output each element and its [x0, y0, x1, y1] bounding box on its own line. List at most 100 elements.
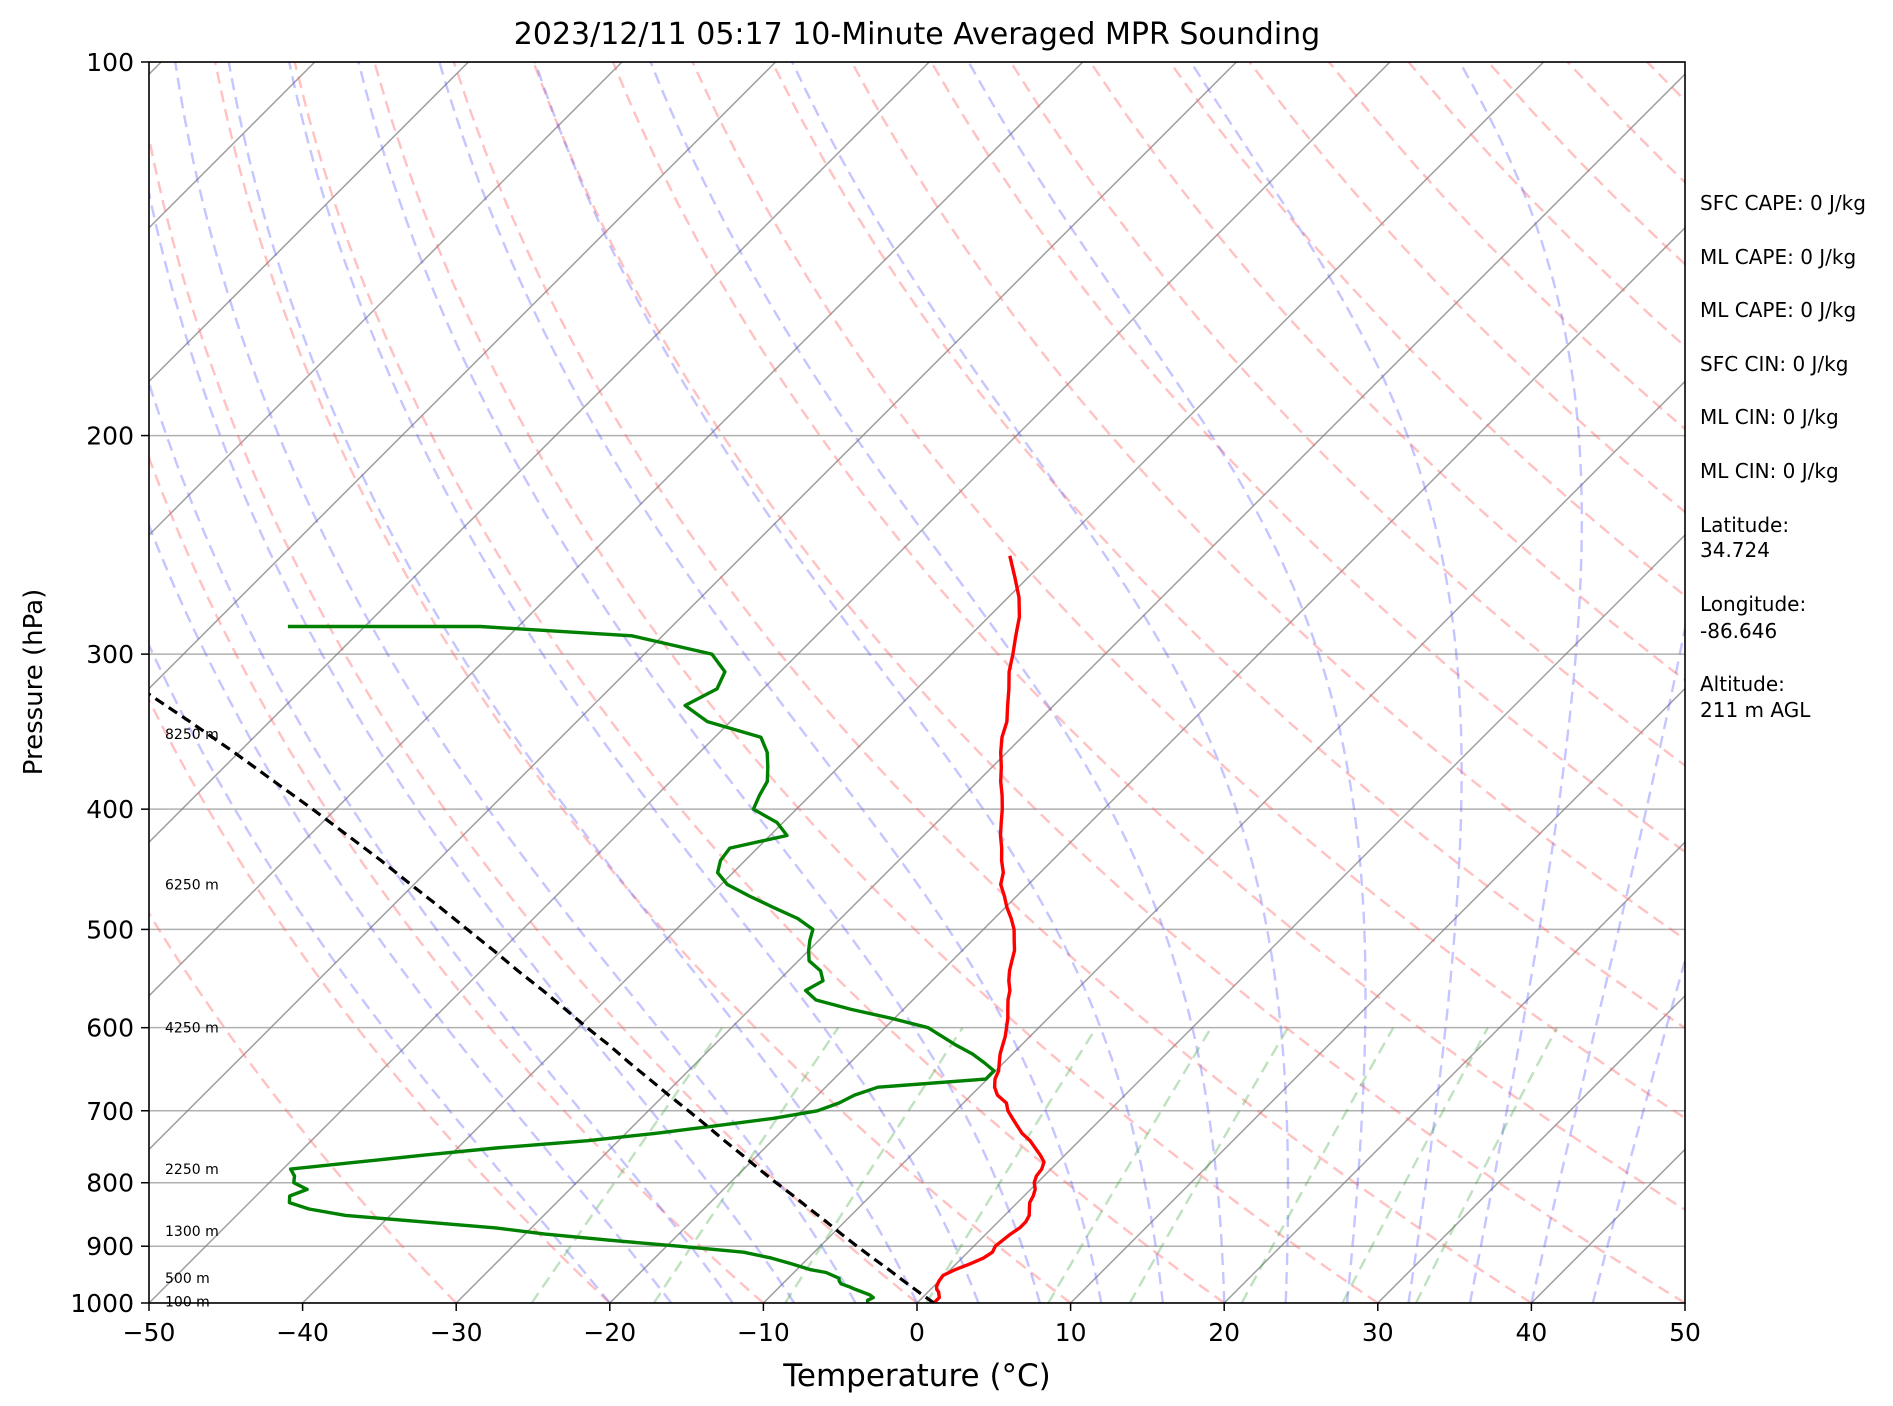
dry-adiabat-line [149, 454, 765, 1303]
info-sfc-cape: SFC CAPE: 0 J/kg [1700, 191, 1866, 215]
height-label: 100 m [165, 1294, 210, 1310]
moist-adiabat-line [149, 522, 673, 1303]
info-ml-cin: ML CIN: 0 J/kg [1700, 405, 1839, 429]
temperature-profile-line [932, 555, 1046, 1303]
isotherm-line [149, 62, 930, 844]
isotherm-line [455, 73, 1685, 1303]
moist-adiabat-line [649, 62, 1226, 1303]
mixing-ratio-line [530, 1027, 724, 1303]
dry-adiabat-line [771, 62, 1685, 1030]
moist-adiabat-line [1189, 62, 1463, 1303]
mixing-ratio-line [925, 1027, 1098, 1303]
info-altitude-label: Altitude: [1700, 672, 1785, 696]
mixing-ratio-lines [530, 1027, 1558, 1303]
isotherm-line [149, 62, 1084, 997]
x-tick-label: 30 [1362, 1318, 1394, 1347]
isotherm-gridlines [0, 62, 1685, 1303]
x-tick-label: 20 [1208, 1318, 1240, 1347]
isotherm-line [149, 62, 623, 537]
dry-adiabat-line [691, 62, 1685, 1120]
chart-title: 2023/12/11 05:17 10-Minute Averaged MPR … [514, 17, 1320, 52]
x-tick-label: 50 [1669, 1318, 1701, 1347]
info-altitude-value: 211 m AGL [1700, 698, 1811, 722]
x-tick-label: 0 [909, 1318, 925, 1347]
isotherm-line [1223, 841, 1685, 1303]
moist-adiabat-line [533, 62, 1164, 1303]
moist-adiabats [149, 62, 1685, 1303]
height-labels: 8250 m 6250 m 4250 m 2250 m 1300 m 500 m 100 m [165, 727, 219, 1310]
y-tick-label: 900 [86, 1232, 134, 1261]
y-tick-label: 200 [86, 422, 134, 451]
x-tick-label: 10 [1055, 1318, 1087, 1347]
height-label: 4250 m [165, 1021, 219, 1037]
mixing-ratio-line [1414, 1027, 1558, 1303]
dry-adiabat-line [213, 62, 1072, 1303]
x-tick-label: −20 [583, 1318, 636, 1347]
isotherm-line [1070, 687, 1685, 1303]
y-tick-label: 800 [86, 1169, 134, 1198]
moist-adiabat-line [149, 187, 796, 1303]
x-tick-label: −40 [276, 1318, 329, 1347]
moist-adiabat-line [1458, 62, 1583, 1303]
isotherm-line [0, 62, 8, 1303]
info-latitude-label: Latitude: [1700, 513, 1789, 537]
plot-area [0, 62, 1685, 1303]
isotherm-line [149, 62, 1237, 1151]
moist-adiabat-line [227, 62, 919, 1303]
info-latitude-value: 34.724 [1700, 538, 1770, 562]
info-longitude-value: -86.646 [1700, 619, 1777, 643]
x-tick-label: −10 [737, 1318, 790, 1347]
x-tick-label: 40 [1515, 1318, 1547, 1347]
sounding-profiles [149, 555, 1046, 1303]
isotherm-line [609, 226, 1685, 1303]
isotherm-line [149, 62, 777, 690]
info-ml-cape: ML CAPE: 0 J/kg [1700, 245, 1856, 269]
mixing-ratio-line [1240, 1027, 1395, 1303]
isotherm-line [149, 62, 469, 383]
moist-adiabat-line [438, 62, 1103, 1303]
y-axis-label: Pressure (hPa) [19, 589, 49, 776]
y-tick-label: 100 [86, 48, 134, 77]
height-label: 1300 m [165, 1224, 219, 1240]
info-longitude-label: Longitude: [1700, 592, 1806, 616]
dry-adiabat-line [611, 62, 1685, 1212]
height-label: 8250 m [165, 727, 219, 743]
dry-adiabat-line [149, 911, 458, 1303]
dry-adiabat-line [149, 131, 918, 1303]
mixing-ratio-line [652, 1027, 840, 1303]
dewpoint-profile-line [287, 624, 996, 1303]
moist-adiabat-line [1530, 622, 1685, 1303]
moist-adiabat-line [357, 62, 1042, 1303]
parcel-profile-line [149, 692, 935, 1303]
isotherm-line [916, 533, 1685, 1303]
dry-adiabat-line [850, 62, 1685, 941]
isotherm-line [302, 62, 1545, 1303]
moist-adiabat-line [967, 62, 1367, 1303]
dry-adiabat-line [373, 62, 1379, 1303]
dry-adiabat-line [452, 62, 1533, 1303]
moist-adiabat-line [791, 62, 1290, 1303]
dry-adiabat-line [149, 697, 611, 1303]
y-tick-label: 600 [86, 1014, 134, 1043]
height-label: 6250 m [165, 877, 219, 893]
x-axis-ticks: −50 −40 −30 −20 −10 0 10 20 30 40 50 [123, 1303, 1701, 1347]
info-ml-cape-2: ML CAPE: 0 J/kg [1700, 298, 1856, 322]
y-tick-label: 1000 [70, 1289, 134, 1318]
info-sfc-cin: SFC CIN: 0 J/kg [1700, 352, 1848, 376]
moist-adiabat-line [149, 379, 734, 1303]
moist-adiabat-line [174, 62, 857, 1303]
x-tick-label: −30 [430, 1318, 483, 1347]
dry-adiabat-line [532, 62, 1685, 1303]
isotherm-line [149, 62, 1391, 1303]
y-tick-label: 500 [86, 915, 134, 944]
moist-adiabat-line [1591, 955, 1685, 1303]
y-tick-label: 400 [86, 795, 134, 824]
dry-adiabat-line [1168, 62, 1685, 598]
info-ml-cin-2: ML CIN: 0 J/kg [1700, 459, 1839, 483]
x-axis-label: Temperature (°C) [782, 1358, 1051, 1394]
isotherm-line [762, 380, 1685, 1303]
height-label: 500 m [165, 1271, 210, 1287]
y-axis-ticks: 100 200 300 400 500 600 700 800 900 1000 [70, 48, 149, 1318]
height-label: 2250 m [165, 1162, 219, 1178]
